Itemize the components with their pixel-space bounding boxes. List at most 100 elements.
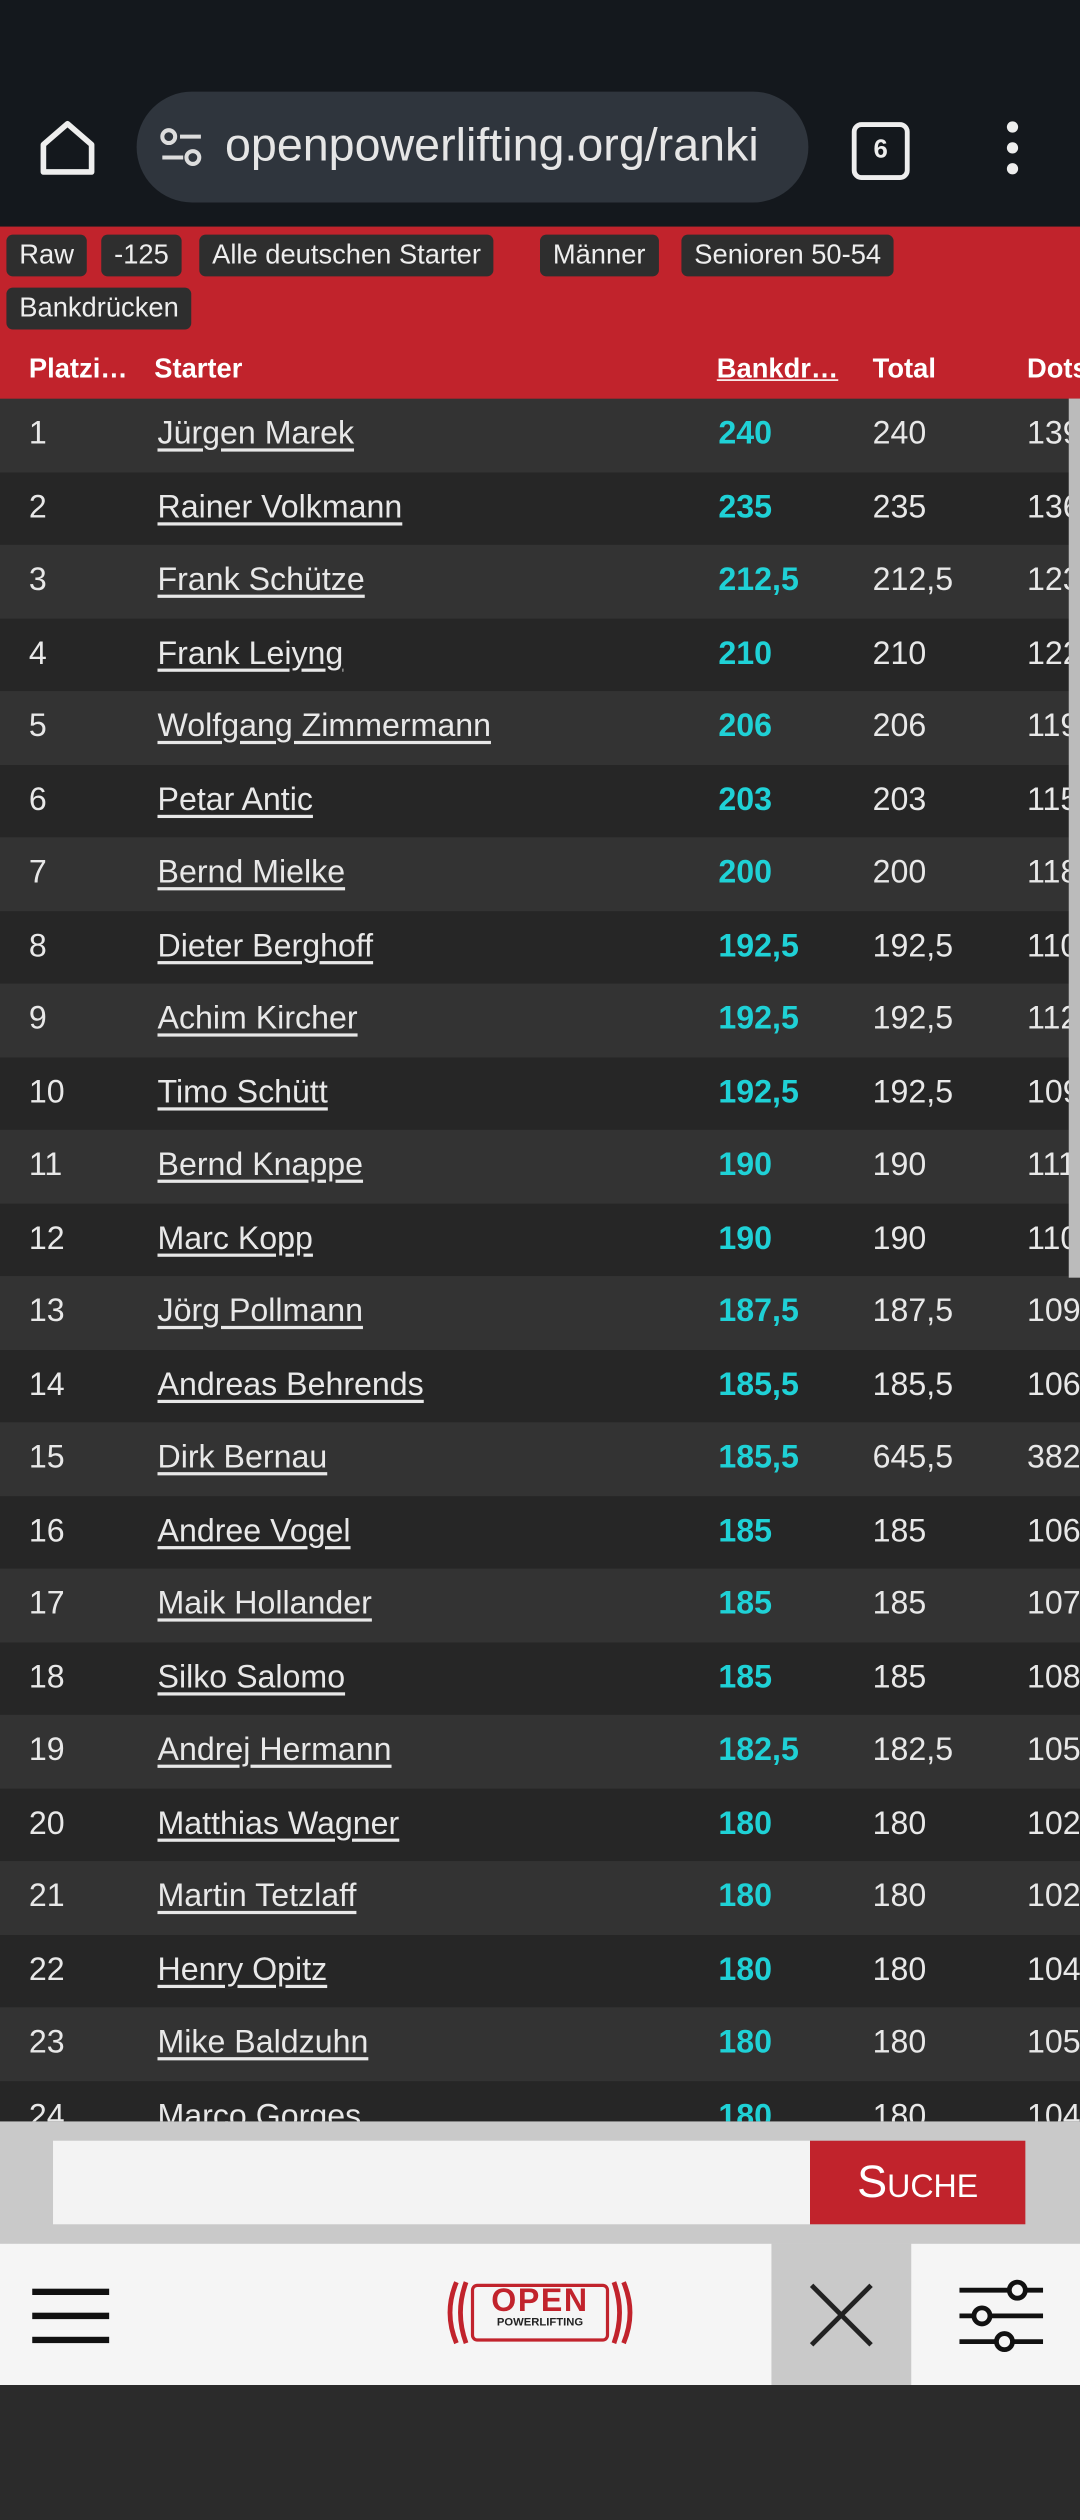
total-value: 210 (872, 635, 927, 671)
dots-value: 107 (1026, 1586, 1080, 1622)
rank: 6 (28, 781, 47, 818)
table-row: 14 Andreas Behrends 185,5 185,5 106 (0, 1349, 1080, 1423)
athlete-name[interactable]: Rainer Volkmann (157, 489, 403, 525)
bench-value: 185,5 (718, 1366, 799, 1403)
athlete-name[interactable]: Dirk Bernau (157, 1440, 328, 1476)
total-value: 185 (872, 1659, 927, 1695)
column-header[interactable]: Platzi… (28, 353, 128, 385)
table-row: 9 Achim Kircher 192,5 192,5 112 (0, 983, 1080, 1057)
rank: 9 (28, 1001, 47, 1037)
total-value: 185,5 (872, 1366, 954, 1403)
bench-value: 180 (718, 2098, 773, 2122)
total-value: 200 (872, 855, 927, 891)
table-row: 13 Jörg Pollmann 187,5 187,5 109 (0, 1276, 1080, 1350)
rank: 11 (28, 1147, 63, 1183)
bench-value: 180 (718, 1878, 773, 1915)
home-button[interactable] (35, 116, 99, 180)
total-value: 212,5 (872, 562, 954, 598)
rank: 22 (28, 1951, 65, 1988)
site-settings-icon[interactable] (159, 127, 204, 169)
tab-count[interactable]: 6 (851, 122, 910, 181)
bench-value: 192,5 (718, 928, 799, 964)
table-row: 15 Dirk Bernau 185,5 645,5 382 (0, 1422, 1080, 1496)
filter-chip[interactable]: Alle deutschen Starter (199, 234, 494, 277)
dots-value: 109 (1026, 1293, 1080, 1330)
total-value: 203 (872, 781, 927, 818)
column-header[interactable]: Total (872, 353, 936, 385)
athlete-name[interactable]: Martin Tetzlaff (157, 1878, 357, 1915)
rankings-table: 1 Jürgen Marek 240 240 13 9 2 Rainer Volkmann 23… (0, 398, 1080, 2122)
search-input[interactable] (53, 2140, 811, 2225)
athlete-name[interactable]: Andreas Behrends (157, 1366, 424, 1403)
bench-value: 192,5 (718, 1001, 799, 1037)
logo[interactable] (444, 2276, 637, 2350)
athlete-name[interactable]: Mike Baldzuhn (157, 2025, 369, 2061)
bench-value: 180 (718, 1951, 773, 1988)
dots-value: 106 (1026, 1513, 1080, 1549)
filter-chip[interactable]: Männer (540, 234, 659, 277)
table-row: 11 Bernd Knappe 190 190 111 (0, 1129, 1080, 1203)
athlete-name[interactable]: Jürgen Marek (157, 416, 355, 452)
athlete-name[interactable]: Dieter Berghoff (157, 928, 374, 964)
filter-chip[interactable]: -125 (101, 234, 182, 277)
athlete-name[interactable]: Maik Hollander (157, 1586, 372, 1622)
menu-button[interactable] (996, 119, 1028, 177)
total-value: 240 (872, 416, 927, 452)
total-value: 192,5 (872, 1074, 954, 1110)
filter-chip[interactable]: Raw (6, 234, 87, 277)
athlete-name[interactable]: Wolfgang Zimmermann (157, 708, 491, 745)
search-bar: Suche (0, 2121, 1080, 2244)
athlete-name[interactable]: Achim Kircher (157, 1001, 358, 1037)
bottom-nav: OPEN POWERLIFTING (0, 2243, 1080, 2386)
rank: 3 (28, 562, 47, 598)
athlete-name[interactable]: Marco Gorges (157, 2098, 362, 2122)
total-value: 180 (872, 1805, 927, 1841)
filter-settings[interactable] (956, 2279, 1046, 2353)
table-row: 20 Matthias Wagner 180 180 102 (0, 1787, 1080, 1862)
filter-chip[interactable]: Bankdrücken (6, 287, 192, 330)
url-bar[interactable]: openpowerlifting.org/ranki (136, 91, 809, 203)
search-button[interactable]: Suche (810, 2140, 1026, 2225)
total-value: 182,5 (872, 1732, 954, 1768)
total-value: 185 (872, 1586, 927, 1622)
rank: 12 (28, 1220, 65, 1256)
table-row: 23 Mike Baldzuhn 180 180 105 (0, 2007, 1080, 2081)
bench-value: 240 (718, 416, 773, 452)
total-value: 645,5 (872, 1440, 954, 1476)
athlete-name[interactable]: Frank Schütze (157, 562, 365, 598)
bench-value: 206 (718, 708, 773, 745)
athlete-name[interactable]: Bernd Mielke (157, 855, 346, 891)
hamburger-menu[interactable] (32, 2288, 110, 2344)
column-header[interactable]: Dots (1026, 353, 1080, 385)
athlete-name[interactable]: Timo Schütt (157, 1074, 328, 1110)
filter-chip[interactable]: Senioren 50-54 (681, 234, 894, 277)
athlete-name[interactable]: Frank Leiyng (157, 635, 344, 671)
dots-value: 104 (1026, 2098, 1080, 2122)
athlete-name[interactable]: Andrej Hermann (157, 1732, 392, 1768)
athlete-name[interactable]: Matthias Wagner (157, 1805, 400, 1841)
athlete-name[interactable]: Bernd Knappe (157, 1147, 364, 1183)
bench-value: 185 (718, 1513, 773, 1549)
athlete-name[interactable]: Marc Kopp (157, 1220, 313, 1256)
close-button[interactable] (771, 2243, 912, 2386)
athlete-name[interactable]: Petar Antic (157, 781, 313, 818)
rank: 19 (28, 1732, 65, 1768)
total-value: 192,5 (872, 928, 954, 964)
athlete-name[interactable]: Andree Vogel (157, 1513, 351, 1549)
rank: 8 (28, 928, 47, 964)
table-row: 6 Petar Antic 203 203 115 (0, 764, 1080, 838)
athlete-name[interactable]: Silko Salomo (157, 1659, 346, 1695)
bench-value: 190 (718, 1220, 773, 1256)
athlete-name[interactable]: Henry Opitz (157, 1951, 328, 1988)
table-row: 17 Maik Hollander 185 185 107 (0, 1568, 1080, 1642)
rank: 20 (28, 1805, 65, 1841)
bench-value: 180 (718, 1805, 773, 1841)
column-header[interactable]: Bankdr… (716, 353, 839, 385)
athlete-name[interactable]: Jörg Pollmann (157, 1293, 363, 1330)
column-header[interactable]: Starter (154, 353, 243, 385)
browser-bar: openpowerlifting.org/ranki 6 (0, 0, 1080, 227)
table-row: 8 Dieter Berghoff 192,5 192,5 110 (0, 910, 1080, 984)
bench-value: 185 (718, 1659, 773, 1695)
dots-value: 102 (1026, 1878, 1080, 1915)
